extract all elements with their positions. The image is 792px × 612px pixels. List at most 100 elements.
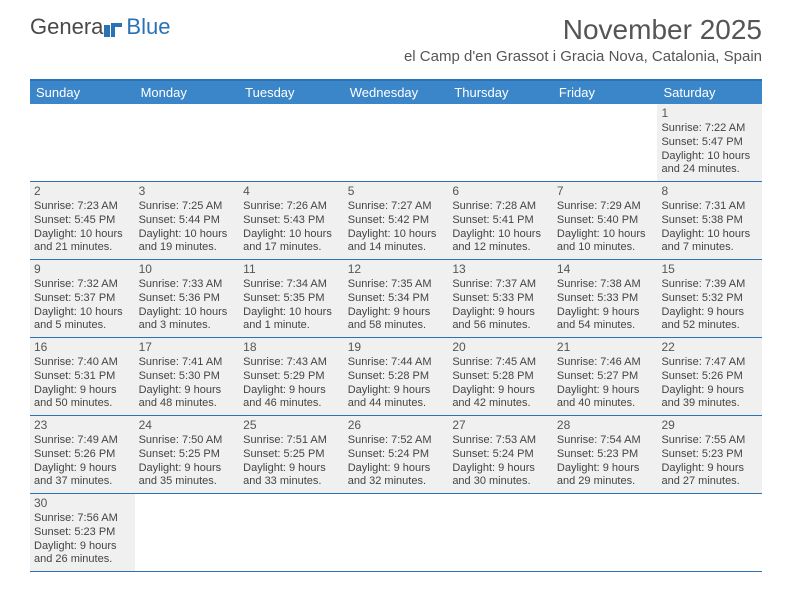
day-daylight2: and 46 minutes. [243,397,340,411]
day-daylight2: and 37 minutes. [34,475,131,489]
day-sunset: Sunset: 5:45 PM [34,214,131,228]
day-cell: 3Sunrise: 7:25 AMSunset: 5:44 PMDaylight… [135,182,240,259]
day-daylight1: Daylight: 9 hours [243,462,340,476]
day-daylight1: Daylight: 9 hours [348,462,445,476]
day-daylight2: and 12 minutes. [452,241,549,255]
day-number: 1 [661,106,758,121]
day-sunrise: Sunrise: 7:35 AM [348,278,445,292]
day-cell: 29Sunrise: 7:55 AMSunset: 5:23 PMDayligh… [657,416,762,493]
week-row: 16Sunrise: 7:40 AMSunset: 5:31 PMDayligh… [30,338,762,416]
day-number: 22 [661,340,758,355]
day-daylight1: Daylight: 9 hours [452,462,549,476]
day-cell: 24Sunrise: 7:50 AMSunset: 5:25 PMDayligh… [135,416,240,493]
day-daylight2: and 24 minutes. [661,163,758,177]
empty-cell [239,104,344,181]
day-number: 6 [452,184,549,199]
day-daylight1: Daylight: 10 hours [661,228,758,242]
calendar: SundayMondayTuesdayWednesdayThursdayFrid… [30,79,762,572]
day-sunrise: Sunrise: 7:41 AM [139,356,236,370]
day-number: 9 [34,262,131,277]
day-sunrise: Sunrise: 7:55 AM [661,434,758,448]
day-daylight2: and 35 minutes. [139,475,236,489]
day-sunrise: Sunrise: 7:51 AM [243,434,340,448]
day-sunrise: Sunrise: 7:54 AM [557,434,654,448]
day-cell: 25Sunrise: 7:51 AMSunset: 5:25 PMDayligh… [239,416,344,493]
logo-text-2: Blue [126,14,170,40]
day-daylight2: and 26 minutes. [34,553,131,567]
weeks-container: 1Sunrise: 7:22 AMSunset: 5:47 PMDaylight… [30,104,762,572]
day-sunrise: Sunrise: 7:49 AM [34,434,131,448]
empty-cell [553,494,658,571]
empty-cell [448,494,553,571]
empty-cell [344,494,449,571]
day-sunset: Sunset: 5:25 PM [243,448,340,462]
day-daylight1: Daylight: 9 hours [452,384,549,398]
weekday-header: Wednesday [344,81,449,104]
day-sunset: Sunset: 5:28 PM [452,370,549,384]
day-number: 21 [557,340,654,355]
day-cell: 16Sunrise: 7:40 AMSunset: 5:31 PMDayligh… [30,338,135,415]
day-number: 15 [661,262,758,277]
day-number: 17 [139,340,236,355]
week-row: 1Sunrise: 7:22 AMSunset: 5:47 PMDaylight… [30,104,762,182]
weekday-header: Sunday [30,81,135,104]
day-cell: 15Sunrise: 7:39 AMSunset: 5:32 PMDayligh… [657,260,762,337]
day-daylight2: and 33 minutes. [243,475,340,489]
day-daylight2: and 54 minutes. [557,319,654,333]
day-daylight1: Daylight: 10 hours [34,306,131,320]
day-sunrise: Sunrise: 7:44 AM [348,356,445,370]
title-block: November 2025 el Camp d'en Grassot i Gra… [404,14,762,65]
day-sunrise: Sunrise: 7:32 AM [34,278,131,292]
day-cell: 10Sunrise: 7:33 AMSunset: 5:36 PMDayligh… [135,260,240,337]
day-daylight2: and 58 minutes. [348,319,445,333]
day-daylight2: and 44 minutes. [348,397,445,411]
day-cell: 5Sunrise: 7:27 AMSunset: 5:42 PMDaylight… [344,182,449,259]
day-sunrise: Sunrise: 7:38 AM [557,278,654,292]
weekday-header-row: SundayMondayTuesdayWednesdayThursdayFrid… [30,81,762,104]
day-number: 26 [348,418,445,433]
day-cell: 20Sunrise: 7:45 AMSunset: 5:28 PMDayligh… [448,338,553,415]
day-sunrise: Sunrise: 7:25 AM [139,200,236,214]
day-sunset: Sunset: 5:28 PM [348,370,445,384]
day-sunset: Sunset: 5:43 PM [243,214,340,228]
day-daylight2: and 39 minutes. [661,397,758,411]
day-daylight2: and 10 minutes. [557,241,654,255]
day-sunset: Sunset: 5:31 PM [34,370,131,384]
day-daylight1: Daylight: 9 hours [139,462,236,476]
day-daylight1: Daylight: 9 hours [34,462,131,476]
day-number: 23 [34,418,131,433]
day-number: 8 [661,184,758,199]
header: Genera Blue November 2025 el Camp d'en G… [0,0,792,71]
day-sunset: Sunset: 5:35 PM [243,292,340,306]
weekday-header: Tuesday [239,81,344,104]
weekday-header: Monday [135,81,240,104]
day-sunset: Sunset: 5:23 PM [661,448,758,462]
day-cell: 23Sunrise: 7:49 AMSunset: 5:26 PMDayligh… [30,416,135,493]
empty-cell [553,104,658,181]
day-sunrise: Sunrise: 7:26 AM [243,200,340,214]
day-daylight2: and 7 minutes. [661,241,758,255]
day-sunrise: Sunrise: 7:53 AM [452,434,549,448]
day-daylight1: Daylight: 9 hours [243,384,340,398]
day-daylight1: Daylight: 9 hours [139,384,236,398]
empty-cell [135,494,240,571]
day-daylight2: and 19 minutes. [139,241,236,255]
day-sunset: Sunset: 5:47 PM [661,136,758,150]
day-cell: 9Sunrise: 7:32 AMSunset: 5:37 PMDaylight… [30,260,135,337]
weekday-header: Thursday [448,81,553,104]
day-cell: 11Sunrise: 7:34 AMSunset: 5:35 PMDayligh… [239,260,344,337]
day-daylight1: Daylight: 10 hours [243,306,340,320]
day-cell: 7Sunrise: 7:29 AMSunset: 5:40 PMDaylight… [553,182,658,259]
day-daylight2: and 48 minutes. [139,397,236,411]
day-daylight1: Daylight: 9 hours [661,306,758,320]
day-sunset: Sunset: 5:30 PM [139,370,236,384]
day-daylight2: and 1 minute. [243,319,340,333]
day-daylight2: and 42 minutes. [452,397,549,411]
day-daylight1: Daylight: 9 hours [452,306,549,320]
day-sunset: Sunset: 5:27 PM [557,370,654,384]
day-daylight2: and 40 minutes. [557,397,654,411]
day-sunrise: Sunrise: 7:40 AM [34,356,131,370]
day-daylight2: and 29 minutes. [557,475,654,489]
day-sunset: Sunset: 5:41 PM [452,214,549,228]
day-number: 30 [34,496,131,511]
